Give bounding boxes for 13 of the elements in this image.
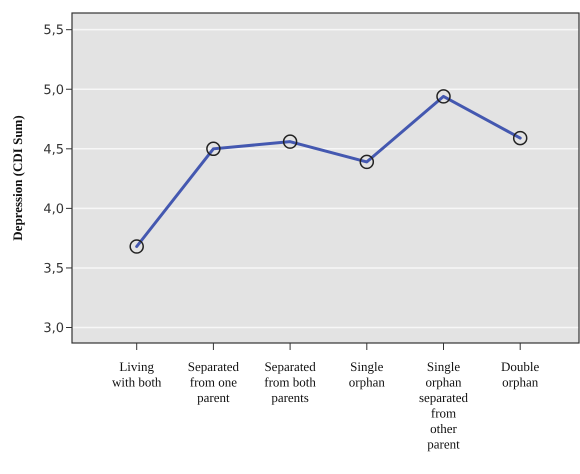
y-tick-label: 5,0	[43, 82, 64, 98]
y-tick-label: 4,5	[43, 142, 64, 158]
y-tick-label: 4,0	[43, 202, 64, 217]
y-tick-label: 3,0	[43, 321, 64, 336]
x-tick-label: Double orphan	[501, 359, 540, 390]
y-axis-title: Depression (CDI Sum)	[10, 115, 25, 241]
x-tick-label: Single orphan separated from other parent	[418, 359, 469, 452]
y-tick-label: 5,5	[43, 23, 64, 38]
y-tick-label: 3,5	[43, 261, 64, 276]
x-tick-label: Living with both	[112, 359, 162, 390]
x-tick-label: Single orphan	[348, 359, 386, 390]
x-tick-label: Separated from both parents	[264, 359, 316, 405]
x-tick-label: Separated from one parent	[188, 359, 240, 405]
